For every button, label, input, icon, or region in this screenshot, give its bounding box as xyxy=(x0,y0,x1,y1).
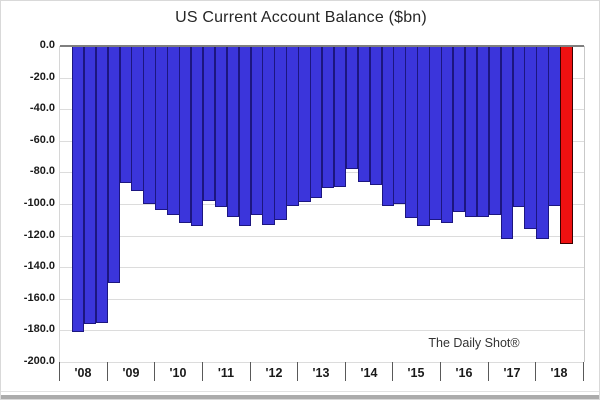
x-year-label-11: '11 xyxy=(217,366,235,380)
bar-2010Q4 xyxy=(191,46,204,226)
bar-2009Q4 xyxy=(143,46,156,204)
zero-axis-line xyxy=(60,45,584,47)
x-year-label-15: '15 xyxy=(407,366,425,380)
x-year-label-17: '17 xyxy=(503,366,521,380)
bar-2012Q4 xyxy=(286,46,299,206)
bar-2012Q1 xyxy=(250,46,263,215)
x-axis-tick xyxy=(250,362,251,381)
gridline xyxy=(60,267,584,268)
x-axis-tick xyxy=(107,362,108,381)
gridline xyxy=(60,299,584,300)
y-tick-label: -160.0 xyxy=(23,292,55,304)
x-axis-tick xyxy=(297,362,298,381)
chart-title: US Current Account Balance ($bn) xyxy=(175,9,427,26)
bar-2013Q2 xyxy=(310,46,323,198)
bar-2013Q1 xyxy=(298,46,311,202)
bar-2012Q2 xyxy=(262,46,275,225)
x-axis-tick xyxy=(345,362,346,381)
bar-2008Q4 xyxy=(95,46,109,323)
bar-2015Q3 xyxy=(417,46,430,226)
x-axis-tick xyxy=(392,362,393,381)
gridline xyxy=(60,236,584,237)
x-axis-tick xyxy=(154,362,155,381)
bar-2016Q2 xyxy=(453,46,466,212)
y-tick-label: -40.0 xyxy=(29,102,55,114)
x-axis-tick xyxy=(583,362,584,381)
x-axis-tick xyxy=(59,362,60,381)
bar-2015Q1 xyxy=(393,46,406,204)
x-year-label-18: '18 xyxy=(550,366,568,380)
bar-2011Q4 xyxy=(238,46,252,226)
y-tick-label: -180.0 xyxy=(23,323,55,335)
y-tick-label: -200.0 xyxy=(23,355,55,367)
y-tick-label: -120.0 xyxy=(23,229,55,241)
x-year-label-16: '16 xyxy=(455,366,473,380)
bar-2011Q1 xyxy=(202,46,216,201)
x-year-label-09: '09 xyxy=(122,366,140,380)
watermark: The Daily Shot® xyxy=(428,336,520,350)
y-tick-label: -60.0 xyxy=(29,134,55,146)
bar-2016Q3 xyxy=(464,46,478,217)
x-axis-tick xyxy=(440,362,441,381)
gridline xyxy=(60,330,584,331)
x-axis-tick xyxy=(488,362,489,381)
bar-2012Q3 xyxy=(274,46,287,220)
bar-2010Q3 xyxy=(179,46,192,223)
bar-2016Q4 xyxy=(476,46,490,217)
bar-2016Q1 xyxy=(441,46,454,223)
y-tick-label: -20.0 xyxy=(29,71,55,83)
x-year-label-12: '12 xyxy=(265,366,283,380)
bar-2011Q2 xyxy=(214,46,228,207)
bar-2010Q1 xyxy=(155,46,168,210)
x-axis-tick xyxy=(535,362,536,381)
y-tick-label: -80.0 xyxy=(29,165,55,177)
gridline xyxy=(60,362,584,363)
bar-2014Q4 xyxy=(381,46,394,206)
bar-2018Q3 xyxy=(560,46,573,244)
bar-2009Q3 xyxy=(131,46,144,191)
x-year-label-14: '14 xyxy=(360,366,378,380)
bar-2017Q2 xyxy=(500,46,514,239)
bar-2014Q1 xyxy=(345,46,359,169)
bar-2018Q2 xyxy=(548,46,561,206)
bar-2013Q4 xyxy=(333,46,347,187)
bar-2011Q3 xyxy=(226,46,240,217)
plot-area xyxy=(59,45,585,363)
y-tick-label: -100.0 xyxy=(23,197,55,209)
bar-2008Q2 xyxy=(71,46,85,332)
bar-2008Q3 xyxy=(83,46,97,324)
bar-2014Q3 xyxy=(369,46,383,185)
gridline xyxy=(60,204,584,205)
chart-bottom-border xyxy=(1,395,599,399)
bar-2013Q3 xyxy=(322,46,335,188)
x-axis-tick xyxy=(202,362,203,381)
y-tick-label: 0.0 xyxy=(39,39,55,51)
bar-2017Q4 xyxy=(524,46,537,229)
x-axis: '08 '09 '10 '11 '12 '13 '14 '15 '16 '17 '18 xyxy=(59,362,584,388)
y-tick-label: -140.0 xyxy=(23,260,55,272)
x-year-label-13: '13 xyxy=(312,366,330,380)
bar-2014Q2 xyxy=(357,46,371,182)
y-axis: 0.0 -20.0 -40.0 -60.0 -80.0 -100.0 -120.0 -140.… xyxy=(1,1,55,399)
bar-2015Q2 xyxy=(405,46,418,218)
bar-2015Q4 xyxy=(429,46,442,220)
bar-2017Q3 xyxy=(512,46,525,207)
x-year-label-10: '10 xyxy=(169,366,187,380)
x-year-label-08: '08 xyxy=(74,366,92,380)
bar-2017Q1 xyxy=(488,46,502,215)
bar-2009Q2 xyxy=(119,46,132,183)
bar-2010Q2 xyxy=(167,46,180,215)
bar-2018Q1 xyxy=(536,46,549,239)
bar-2009Q1 xyxy=(107,46,121,283)
axis-underline xyxy=(1,391,599,392)
